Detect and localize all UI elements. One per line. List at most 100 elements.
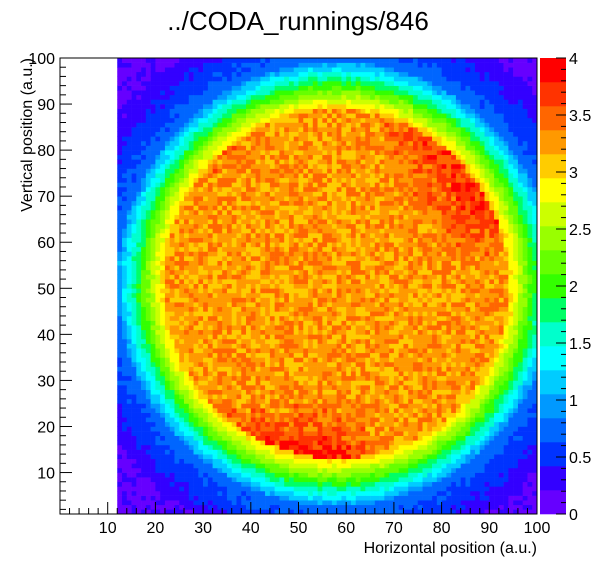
heatmap-cell [279, 495, 285, 501]
heatmap-cell [122, 260, 128, 266]
heatmap-cell [265, 311, 271, 317]
heatmap-cell [136, 481, 142, 487]
heatmap-cell [322, 320, 328, 326]
heatmap-cell [260, 251, 266, 257]
heatmap-cell [350, 145, 357, 151]
heatmap-cell [188, 242, 194, 248]
heatmap-cell [279, 357, 285, 363]
heatmap-cell [298, 431, 304, 436]
heatmap-cell [317, 251, 323, 257]
heatmap-cell [312, 196, 318, 202]
heatmap-cell [141, 311, 147, 317]
heatmap-cell [327, 233, 333, 238]
heatmap-cell [288, 150, 295, 156]
heatmap-cell [126, 421, 132, 427]
heatmap-cell [241, 412, 247, 418]
heatmap-cell [303, 362, 309, 367]
heatmap-cell [212, 348, 218, 354]
heatmap-cell [193, 127, 199, 132]
heatmap-cell [269, 191, 275, 197]
heatmap-cell [317, 242, 323, 248]
heatmap-cell [236, 362, 242, 367]
heatmap-cell [284, 127, 290, 132]
heatmap-cell [117, 426, 123, 432]
heatmap-cell [188, 81, 194, 86]
heatmap-cell [122, 509, 128, 515]
heatmap-cell [155, 431, 161, 436]
heatmap-cell [198, 94, 204, 100]
heatmap-cell [122, 481, 128, 487]
heatmap-cell [126, 504, 132, 510]
heatmap-cell [241, 306, 247, 312]
heatmap-cell [203, 449, 209, 455]
heatmap-cell [198, 113, 204, 119]
heatmap-cell [336, 385, 342, 390]
heatmap-cell [241, 338, 247, 344]
heatmap-cell [284, 311, 290, 317]
heatmap-cell [155, 228, 161, 234]
heatmap-cell [303, 283, 309, 289]
heatmap-cell [284, 385, 290, 390]
heatmap-cell [355, 435, 361, 441]
heatmap-cell [327, 348, 333, 354]
heatmap-cell [184, 251, 190, 257]
heatmap-cell [193, 163, 199, 169]
heatmap-cell [298, 311, 304, 317]
heatmap-cell [141, 150, 147, 156]
heatmap-cell [312, 292, 318, 298]
heatmap-cell [184, 311, 190, 317]
heatmap-cell [117, 279, 123, 284]
heatmap-cell [141, 140, 147, 146]
heatmap-cell [136, 168, 142, 174]
heatmap-cell [312, 191, 318, 197]
heatmap-cell [308, 421, 314, 427]
heatmap-cell [164, 127, 171, 132]
heatmap-cell [169, 94, 175, 100]
heatmap-cell [293, 81, 299, 86]
heatmap-cell [265, 108, 271, 114]
heatmap-cell [188, 168, 194, 174]
heatmap-cell [122, 251, 128, 257]
heatmap-cell [269, 99, 275, 105]
heatmap-cell [122, 315, 128, 321]
heatmap-cell [217, 223, 223, 229]
heatmap-cell [236, 182, 242, 188]
heatmap-cell [288, 444, 295, 450]
heatmap-cell [212, 343, 218, 349]
heatmap-cell [169, 154, 175, 160]
heatmap-cell [341, 417, 347, 423]
heatmap-cell [241, 504, 247, 510]
heatmap-cell [312, 385, 318, 390]
heatmap-cell [117, 242, 123, 248]
heatmap-cell [169, 67, 175, 73]
heatmap-cell [255, 127, 261, 132]
heatmap-cell [288, 449, 295, 455]
heatmap-cell [164, 108, 171, 114]
heatmap-cell [341, 251, 347, 257]
heatmap-cell [336, 394, 342, 400]
heatmap-cell [322, 481, 328, 487]
heatmap-cell [145, 385, 151, 390]
heatmap-cell [346, 394, 352, 400]
heatmap-cell [188, 177, 194, 183]
heatmap-cell [198, 426, 204, 432]
heatmap-cell [126, 140, 132, 146]
heatmap-cell [284, 85, 290, 91]
heatmap-cell [174, 481, 180, 487]
heatmap-cell [188, 509, 194, 515]
heatmap-cell [241, 292, 247, 298]
heatmap-cell [317, 260, 323, 266]
heatmap-cell [288, 186, 295, 192]
heatmap-cell [331, 140, 337, 146]
heatmap-cell [293, 500, 299, 506]
heatmap-cell [327, 159, 333, 165]
heatmap-cell [231, 509, 237, 515]
heatmap-cell [331, 260, 337, 266]
heatmap-cell [198, 343, 204, 349]
heatmap-cell [145, 168, 151, 174]
heatmap-cell [269, 292, 275, 298]
heatmap-cell [122, 140, 128, 146]
heatmap-cell [298, 463, 304, 469]
heatmap-cell [117, 495, 123, 501]
heatmap-cell [226, 458, 233, 464]
